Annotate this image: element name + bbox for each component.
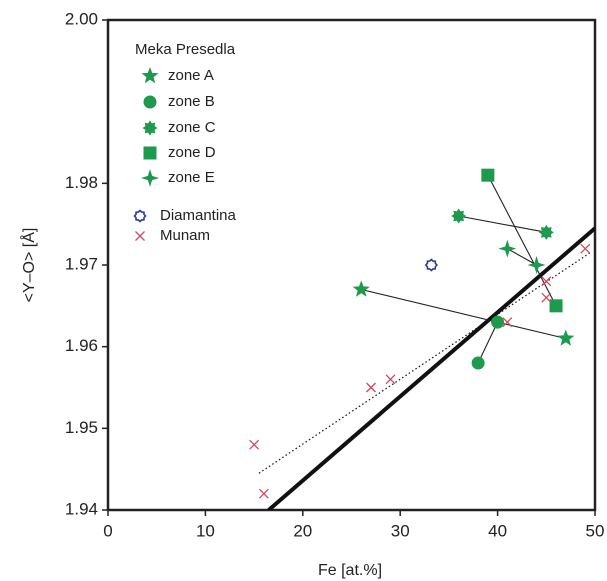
x-tick-label: 30 — [391, 521, 410, 540]
x-tick-label: 40 — [488, 521, 507, 540]
marker — [498, 239, 517, 258]
y-tick-label: 1.96 — [65, 336, 98, 355]
connector-line — [458, 215, 547, 233]
legend-label: Munam — [160, 227, 210, 244]
y-tick-label: 1.95 — [65, 418, 98, 437]
marker — [491, 315, 505, 329]
y-tick-label: 1.94 — [65, 499, 98, 518]
marker — [502, 317, 513, 328]
x-axis-label: Fe [at.%] — [318, 562, 382, 579]
marker — [451, 208, 467, 224]
plot-frame — [106, 18, 597, 512]
y-tick-label: 2.00 — [65, 9, 98, 28]
legend-marker — [142, 120, 158, 136]
marker — [541, 292, 552, 303]
marker — [557, 329, 575, 346]
marker — [541, 276, 552, 287]
connector-line — [487, 174, 557, 307]
marker — [481, 168, 495, 182]
connector-line — [361, 288, 566, 340]
legend-label: zone D — [168, 144, 216, 161]
x-tick-label: 20 — [293, 521, 312, 540]
connector-line — [507, 248, 537, 266]
legend-marker — [135, 231, 145, 241]
legend-marker — [143, 146, 157, 160]
fit-line — [258, 252, 591, 474]
legend-label: zone B — [168, 93, 215, 110]
marker — [527, 256, 546, 274]
plot-area — [106, 18, 597, 512]
legend-marker — [133, 209, 147, 223]
marker — [352, 280, 370, 297]
marker — [424, 258, 438, 272]
connector-line — [477, 321, 499, 364]
marker — [258, 488, 269, 499]
marker — [366, 382, 376, 393]
marker — [249, 439, 260, 450]
marker — [549, 299, 563, 313]
y-axis-label: <Y–O> [Å] — [19, 228, 38, 303]
legend-label: Diamantina — [160, 207, 237, 224]
legend-marker — [143, 95, 157, 109]
marker — [580, 243, 591, 254]
legend-label: zone E — [168, 169, 215, 186]
legend-marker — [141, 67, 159, 84]
y-tick-label: 1.97 — [65, 254, 98, 273]
x-tick-label: 0 — [103, 521, 112, 540]
marker — [538, 224, 554, 240]
legend-marker — [141, 169, 159, 187]
y-tick-label: 1.98 — [65, 173, 98, 192]
legend-label: zone A — [168, 67, 214, 84]
marker — [471, 356, 485, 370]
marker — [385, 374, 396, 385]
x-tick-label: 50 — [586, 521, 605, 540]
legend-group-title: Meka Presedla — [135, 41, 236, 58]
x-tick-label: 10 — [196, 521, 215, 540]
legend-label: zone C — [168, 119, 216, 136]
